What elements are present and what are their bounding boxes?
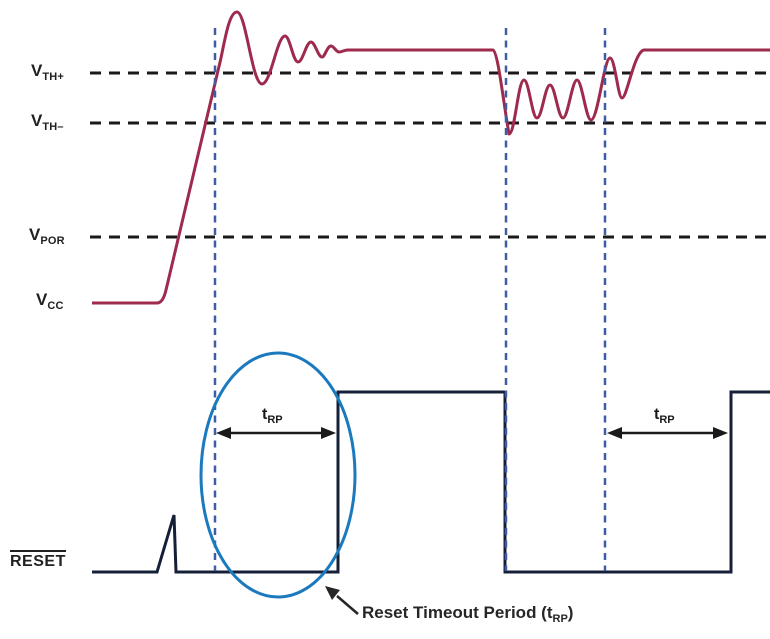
vpor-label: VPOR <box>29 225 65 247</box>
reset-waveform <box>92 390 770 574</box>
trp-label-2: tRP <box>654 406 675 426</box>
vth-plus-label-base: V <box>31 61 43 80</box>
vcc-label-base: V <box>36 290 48 309</box>
annotation-text: Reset Timeout Period (tRP) <box>362 603 573 625</box>
vcc-waveform <box>92 10 770 305</box>
vth-minus-label-sub: TH– <box>42 121 64 133</box>
vth-plus-label: VTH+ <box>31 61 65 83</box>
vcc-label: VCC <box>36 290 64 312</box>
trp-arrow-1 <box>216 427 336 439</box>
vpor-label-base: V <box>29 225 41 244</box>
vth-plus-label-sub: TH+ <box>42 71 65 83</box>
annotation-sub: RP <box>552 613 568 625</box>
annotation-prefix: Reset Timeout Period (t <box>362 603 553 622</box>
reset-label-text: RESET <box>10 550 66 570</box>
trp-label-1-sub: RP <box>267 414 283 426</box>
vpor-label-sub: POR <box>40 235 65 247</box>
trp-label-2-sub: RP <box>659 414 675 426</box>
vcc-label-sub: CC <box>47 300 64 312</box>
annotation-suffix: ) <box>567 603 574 622</box>
trp-label-2-base: t <box>654 406 660 423</box>
annotation-arrow <box>325 586 359 615</box>
trp-label-1: tRP <box>262 406 283 426</box>
reset-label: RESET <box>10 550 66 571</box>
trp-arrow-2 <box>607 427 728 439</box>
highlight-ellipse <box>199 351 357 599</box>
vth-minus-label: VTH– <box>31 111 64 133</box>
trp-label-1-base: t <box>262 406 268 423</box>
vth-minus-label-base: V <box>31 111 43 130</box>
